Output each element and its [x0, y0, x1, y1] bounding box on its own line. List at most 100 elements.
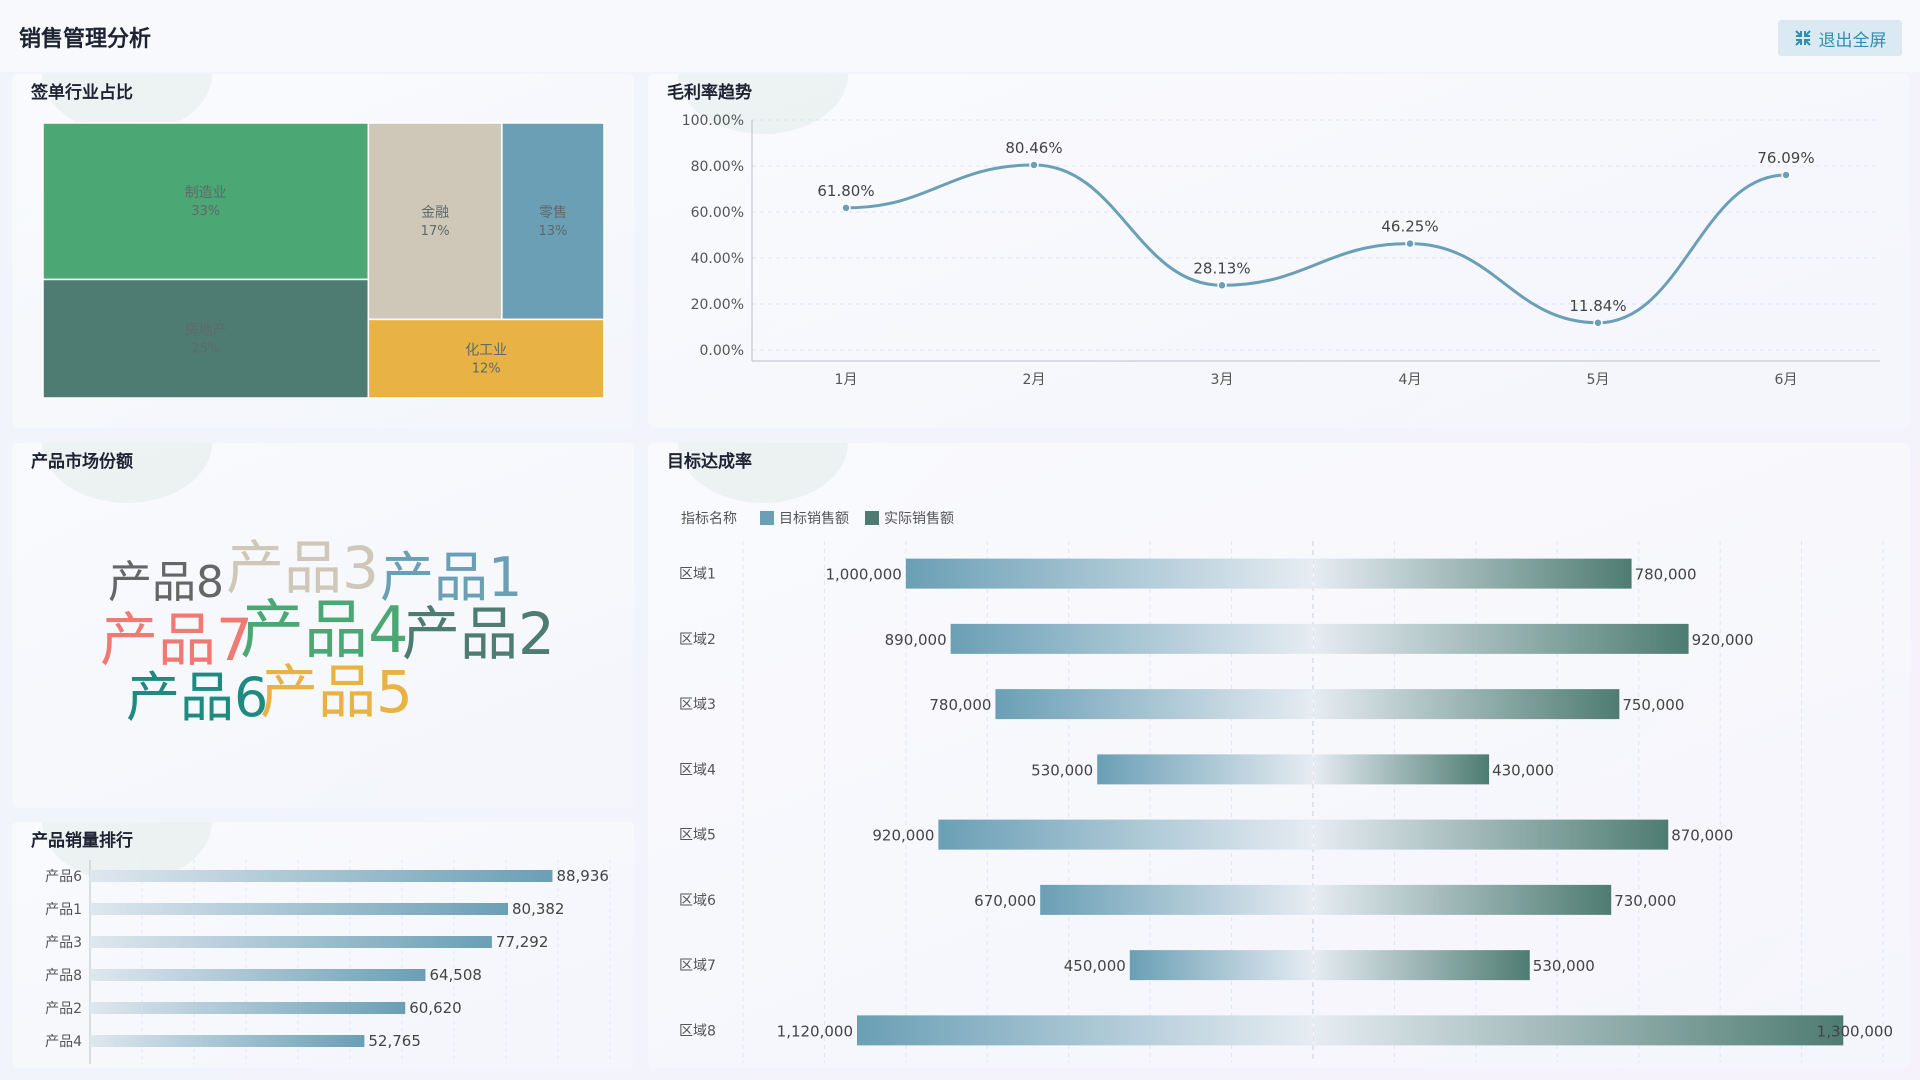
data-point — [1781, 170, 1791, 180]
page-title: 销售管理分析 — [19, 27, 152, 52]
category-label: 产品1 — [45, 902, 82, 918]
target-bar — [950, 623, 1313, 654]
target-bar — [1097, 754, 1313, 785]
target-bar — [995, 689, 1313, 720]
data-label: 80.46% — [1005, 139, 1062, 157]
treemap-percent: 25% — [191, 342, 220, 357]
bar-value-label: 64,508 — [429, 966, 482, 984]
actual-bar — [1314, 950, 1530, 981]
word-2: 产品3 — [226, 534, 379, 602]
word-7: 产品6 — [126, 666, 269, 729]
ranking-bar — [90, 903, 508, 915]
region-label: 区域7 — [679, 958, 716, 974]
treemap-label: 零售 — [539, 205, 567, 221]
bar-value-label: 77,292 — [496, 933, 549, 951]
target-value-label: 670,000 — [974, 892, 1036, 910]
target-value-label: 530,000 — [1031, 761, 1093, 779]
actual-value-label: 920,000 — [1692, 631, 1754, 649]
actual-value-label: 750,000 — [1622, 696, 1684, 714]
data-label: 76.09% — [1757, 149, 1814, 167]
data-point — [1593, 318, 1603, 328]
target-value-label: 780,000 — [929, 696, 991, 714]
actual-value-label: 780,000 — [1635, 566, 1697, 584]
word-6: 产品2 — [402, 600, 555, 668]
legend-title: 指标名称 — [681, 511, 737, 527]
bar-value-label: 88,936 — [556, 867, 609, 885]
category-label: 产品3 — [45, 935, 82, 951]
ranking-title: 产品销量排行 — [31, 831, 133, 851]
region-label: 区域1 — [679, 567, 716, 583]
target-value-label: 1,000,000 — [826, 566, 902, 584]
legend-swatch-target — [760, 511, 774, 525]
top-bar: 销售管理分析 退出全屏 — [0, 0, 1920, 72]
ranking-bar — [90, 870, 553, 882]
data-point — [841, 203, 851, 213]
data-point — [1405, 238, 1415, 249]
y-tick-label: 80.00% — [691, 159, 744, 175]
treemap-label: 化工业 — [465, 343, 507, 359]
x-tick-label: 2月 — [1023, 372, 1046, 388]
treemap-label: 制造业 — [185, 185, 227, 201]
actual-bar — [1314, 884, 1612, 915]
actual-bar — [1314, 754, 1490, 785]
market-title: 产品市场份额 — [31, 452, 133, 472]
x-tick-label: 3月 — [1211, 372, 1234, 388]
word-5: 产品4 — [240, 594, 409, 668]
ranking-bar — [90, 936, 492, 948]
margin-line-chart: 0.00% 20.00% 40.00% 60.00% 80.00% 100.00% 1月 2月… — [682, 113, 1880, 388]
treemap-label: 金融 — [421, 205, 449, 221]
treemap-cell-5 — [367, 318, 605, 399]
legend-label-target: 目标销售额 — [779, 511, 849, 527]
margin-series-line — [845, 163, 1787, 325]
treemap-label: 房地产 — [185, 323, 227, 339]
y-tick-label: 60.00% — [691, 205, 744, 221]
target-value-label: 450,000 — [1064, 957, 1126, 975]
target-title: 目标达成率 — [667, 452, 752, 472]
margin-title: 毛利率趋势 — [667, 83, 752, 103]
exit-fullscreen-button[interactable]: 退出全屏 — [1778, 20, 1902, 56]
x-tick-label: 6月 — [1775, 372, 1798, 388]
legend-swatch-actual — [865, 511, 879, 525]
target-bar — [1040, 884, 1313, 915]
category-label: 产品6 — [45, 869, 82, 885]
bar-value-label: 60,620 — [409, 999, 462, 1017]
ranking-bar — [90, 1002, 406, 1014]
y-tick-label: 100.00% — [682, 113, 744, 129]
actual-value-label: 730,000 — [1614, 892, 1676, 910]
target-bar — [857, 1015, 1313, 1046]
actual-bar — [1314, 819, 1669, 850]
x-tick-label: 4月 — [1399, 372, 1422, 388]
region-label: 区域6 — [679, 893, 716, 909]
category-label: 产品4 — [45, 1034, 82, 1050]
actual-bar — [1314, 558, 1632, 589]
target-value-label: 1,120,000 — [777, 1022, 853, 1040]
data-point — [1217, 280, 1227, 291]
actual-value-label: 430,000 — [1492, 761, 1554, 779]
margin-panel: 毛利率趋势 0.00% 20.00% 40.00% 60.00% 80.00% 100.0… — [648, 74, 1910, 428]
word-1: 产品8 — [108, 557, 224, 608]
y-tick-label: 0.00% — [700, 343, 744, 359]
ranking-bar — [90, 969, 426, 981]
y-tick-label: 40.00% — [691, 251, 744, 267]
word-3: 产品1 — [380, 546, 523, 609]
target-bar — [1129, 950, 1313, 981]
target-bar — [938, 819, 1313, 850]
data-point — [1029, 160, 1039, 170]
industry-treemap: 制造业 33% 房地产 25% 金融 17% 零售 13% 化工业 12% — [42, 122, 605, 399]
actual-value-label: 870,000 — [1671, 827, 1733, 845]
x-tick-label: 1月 — [835, 372, 858, 388]
exit-fullscreen-label: 退出全屏 — [1818, 30, 1887, 51]
actual-value-label: 1,300,000 — [1817, 1022, 1893, 1040]
region-label: 区域3 — [679, 697, 716, 713]
actual-bar — [1314, 623, 1689, 654]
target-value-label: 920,000 — [872, 827, 934, 845]
treemap-percent: 17% — [421, 224, 450, 239]
word-8: 产品5 — [260, 658, 413, 726]
legend-label-actual: 实际销售额 — [884, 511, 954, 527]
region-label: 区域5 — [679, 828, 716, 844]
ranking-bar-chart: 产品6 88,936 产品1 80,382 产品3 77,292 产品8 64,508 产品2 6… — [45, 860, 611, 1064]
target-bar — [905, 558, 1313, 589]
bar-value-label: 52,765 — [368, 1032, 421, 1050]
treemap-cell-2 — [42, 278, 370, 399]
region-label: 区域4 — [679, 762, 716, 778]
